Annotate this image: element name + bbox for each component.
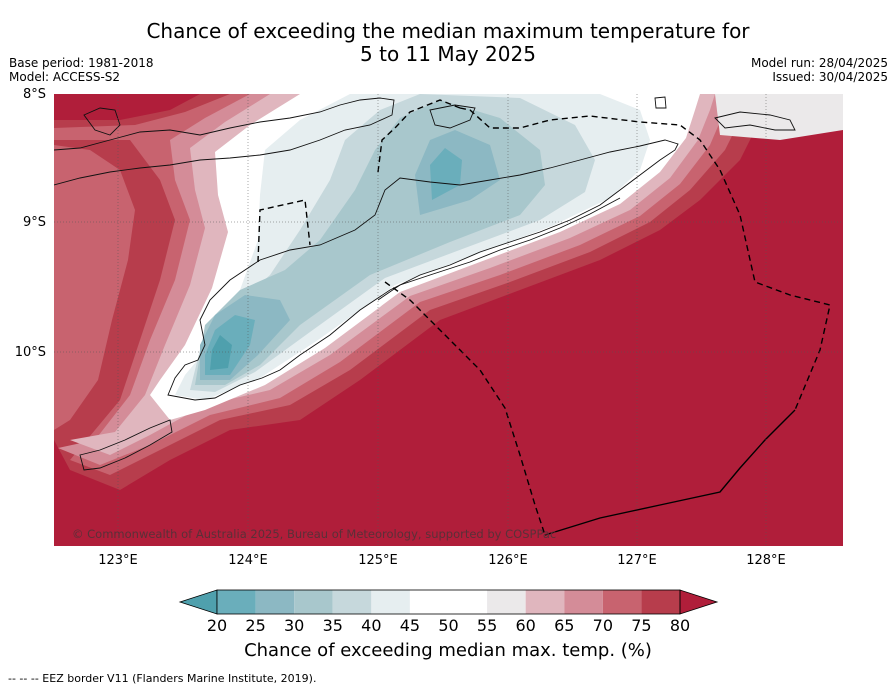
colorbar-tick-label: 70 xyxy=(592,616,613,635)
colorbar-tick-label: 80 xyxy=(669,616,691,635)
contour-30 xyxy=(200,130,500,380)
probability-contours xyxy=(54,94,843,546)
colorbar-frame xyxy=(216,589,681,615)
lon-label-128e: 128°E xyxy=(746,553,786,568)
colorbar-segment xyxy=(602,590,642,614)
colorbar-title: Chance of exceeding median max. temp. (%… xyxy=(244,640,652,661)
eez-timor-sea xyxy=(384,281,546,536)
colorbar-tick-label: 30 xyxy=(283,616,305,635)
colorbar-segment xyxy=(294,590,333,614)
base-period: Base period: 1981-2018 xyxy=(9,56,154,70)
colorbar-segment xyxy=(217,590,256,614)
eez-border xyxy=(257,99,831,536)
model-run: Model run: 28/04/2025 xyxy=(750,56,888,70)
flores-coast xyxy=(83,107,121,136)
colorbar-tick-label: 50 xyxy=(438,616,459,635)
colorbar-tick-label: 20 xyxy=(206,616,228,635)
lon-label-126e: 126°E xyxy=(488,553,528,568)
lon-label-124e: 124°E xyxy=(228,553,268,568)
eez-solid xyxy=(544,409,796,536)
lat-label-10s: 10°S xyxy=(14,345,46,360)
issued-date: Issued: 30/04/2025 xyxy=(772,70,888,84)
title-line-1: Chance of exceeding the median maximum t… xyxy=(146,19,750,43)
small-island xyxy=(654,96,667,109)
contour-20 xyxy=(210,335,232,370)
title-line-2: 5 to 11 May 2025 xyxy=(360,42,536,66)
lat-label-9s: 9°S xyxy=(22,215,46,230)
model-name: Model: ACCESS-S2 xyxy=(9,70,121,84)
colorbar-tick-label: 45 xyxy=(399,616,421,635)
colorbar-segment xyxy=(564,590,603,614)
colorbar-tick-label: 40 xyxy=(361,616,382,635)
gridlines xyxy=(54,94,843,546)
colorbar-segment xyxy=(487,590,526,614)
copyright-notice: © Commonwealth of Australia 2025, Bureau… xyxy=(72,527,557,541)
lon-label-127e: 127°E xyxy=(617,553,657,568)
colorbar-tick-label: 75 xyxy=(631,616,652,635)
colorbar-segment xyxy=(448,590,488,614)
meta-right: Model run: 28/04/2025 Issued: 30/04/2025 xyxy=(751,56,888,84)
colorbar-segment xyxy=(255,590,295,614)
colorbar-tick-label: 65 xyxy=(554,616,575,635)
eez-south xyxy=(377,99,461,173)
coastlines xyxy=(54,96,796,471)
colorbar-extend-low xyxy=(178,589,218,615)
eez-west-oecusse xyxy=(257,199,311,263)
colorbar-tick-label: 25 xyxy=(245,616,266,635)
lon-label-123e: 123°E xyxy=(98,553,138,568)
timor-coastline xyxy=(167,139,679,401)
colorbar-tick-label: 55 xyxy=(476,616,498,635)
colorbar xyxy=(178,589,719,615)
alor-coastline xyxy=(54,97,395,186)
rote-coast xyxy=(79,419,173,471)
wetar-coast xyxy=(429,104,476,129)
colorbar-segment xyxy=(525,590,565,614)
meta-left: Base period: 1981-2018 Model: ACCESS-S2 xyxy=(9,56,154,84)
colorbar-segment xyxy=(332,590,372,614)
lat-label-8s: 8°S xyxy=(22,87,46,102)
map-title: Chance of exceeding the median maximum t… xyxy=(0,20,896,66)
colorbar-extend-high xyxy=(679,589,719,615)
colorbar-segment xyxy=(641,590,680,614)
timor-inner-coast xyxy=(377,197,621,301)
eez-north xyxy=(459,107,831,411)
colorbar-segment xyxy=(409,590,449,614)
colorbar-tick-label: 60 xyxy=(515,616,536,635)
east-islands-coast xyxy=(714,111,796,131)
lon-label-125e: 125°E xyxy=(358,553,398,568)
colorbar-segment xyxy=(371,590,410,614)
eez-footnote: -- -- -- EEZ border V11 (Flanders Marine… xyxy=(8,672,317,685)
colorbar-tick-label: 35 xyxy=(322,616,343,635)
